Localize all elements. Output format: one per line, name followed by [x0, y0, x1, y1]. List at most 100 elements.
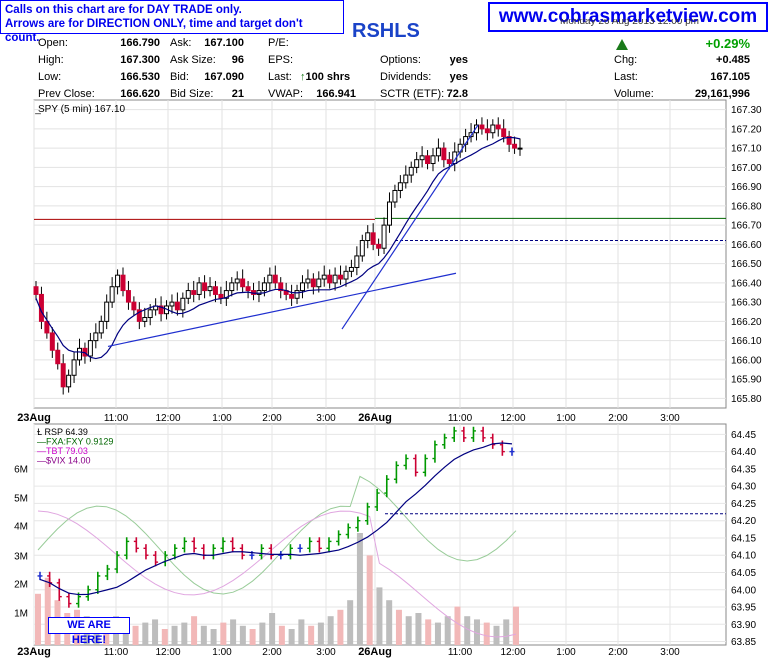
candle-body — [441, 147, 447, 161]
candle-body — [473, 124, 479, 134]
candle-body — [305, 278, 311, 284]
quote-label: P/E: — [268, 37, 289, 49]
volume-bar — [444, 616, 451, 645]
date-stamp: Monday 26 Aug 2013 12:00 pm — [560, 19, 699, 27]
quote-label: Chg: — [614, 54, 638, 66]
candle-body — [479, 124, 485, 130]
time-tick-label: 3:00 — [316, 413, 336, 424]
quote-label: Low: — [38, 71, 62, 83]
quote-label: Bid: — [170, 71, 189, 83]
time-tick-label: 26Aug — [358, 412, 392, 424]
volume-tick-label: 5M — [14, 494, 28, 505]
indicator-time-tick-label: 12:00 — [155, 647, 180, 658]
candle-body — [365, 232, 371, 242]
legend-entry: Ɫ RSP 64.39 — [36, 427, 88, 437]
candle-body — [44, 320, 50, 334]
candle-body — [512, 143, 518, 149]
candle-body — [278, 282, 284, 292]
candle-body — [354, 255, 360, 268]
quote-label: SCTR (ETF): — [380, 88, 445, 100]
indicator-time-tick-label: 12:00 — [500, 647, 525, 658]
quote-value: 166.941 — [316, 88, 356, 100]
volume-bar — [200, 625, 207, 645]
legend-entry: —$VIX 14.00 — [37, 456, 91, 466]
candle-body — [33, 286, 39, 295]
candle-body — [397, 182, 403, 191]
candle-body — [229, 282, 235, 292]
volume-bar — [366, 555, 373, 645]
candle-body — [484, 128, 490, 134]
time-tick-label: 11:00 — [448, 413, 473, 424]
volume-bar — [288, 629, 295, 645]
price-chart-title: ̲SPY (5 min) 167.10 — [35, 104, 126, 115]
candle-body — [256, 290, 262, 295]
candle-body — [517, 147, 523, 150]
legend-entry: —TBT 79.03 — [37, 446, 88, 456]
time-tick-label: 1:00 — [556, 413, 576, 424]
candle-body — [370, 232, 376, 245]
quote-label: Options: — [380, 54, 421, 66]
volume-bar — [259, 622, 266, 645]
time-tick-label: 11:00 — [104, 413, 129, 424]
volume-bar — [425, 619, 432, 645]
indicator-tick-label: 64.05 — [731, 568, 756, 579]
indicator-time-tick-label: 1:00 — [212, 647, 232, 658]
price-tick-label: 167.10 — [731, 144, 762, 155]
volume-bar — [317, 622, 324, 645]
candle-body — [506, 136, 512, 145]
candle-body — [212, 286, 218, 295]
volume-bar — [434, 622, 441, 645]
time-tick-label: 23Aug — [17, 412, 51, 424]
rsp-indicator-panel: 64.45 64.40 64.35 64.30 64.25 64.20 64.15 64.10… — [14, 423, 756, 658]
quote-label: Dividends: — [380, 71, 432, 83]
candle-body — [272, 274, 278, 284]
change-percent: +0.29% — [705, 36, 750, 51]
quote-value: 167.105 — [710, 71, 750, 83]
candle-body — [234, 278, 240, 284]
quote-value: 96 — [231, 54, 244, 66]
candle-body — [359, 240, 365, 257]
candle-body — [185, 290, 191, 299]
price-plot-frame — [33, 99, 727, 409]
quote-value: 21 — [231, 88, 244, 100]
volume-bar — [347, 600, 354, 645]
site-url-link[interactable]: www.cobrasmarketview.com — [488, 2, 768, 32]
volume-bar — [44, 577, 51, 645]
indicator-time-tick-label: 11:00 — [448, 647, 473, 658]
time-tick-label: 12:00 — [500, 413, 525, 424]
quote-value: 166.620 — [120, 88, 160, 100]
candle-body — [147, 309, 153, 319]
candle-body — [403, 174, 409, 184]
volume-bar — [386, 600, 393, 645]
candle-body — [386, 201, 392, 226]
quote-label: VWAP: — [268, 88, 304, 100]
volume-bar — [337, 609, 344, 645]
candle-body — [158, 305, 164, 315]
candle-body — [196, 282, 202, 295]
volume-bar — [161, 629, 168, 645]
quote-label: Open: — [38, 37, 68, 49]
volume-bar — [35, 593, 41, 645]
volume-bar — [249, 629, 256, 645]
volume-bar — [142, 622, 149, 645]
candle-body — [501, 128, 507, 138]
candle-body — [316, 278, 322, 288]
note-line-1: Calls on this chart are for DAY TRADE on… — [5, 4, 242, 16]
indicator-tick-label: 64.00 — [731, 585, 756, 596]
candle-body — [240, 278, 246, 288]
quote-value: yes — [449, 54, 468, 66]
candle-body — [289, 293, 295, 299]
time-tick-label: 2:00 — [262, 413, 282, 424]
indicator-tick-label: 64.15 — [731, 533, 756, 544]
volume-bar — [464, 616, 471, 645]
volume-bar — [298, 619, 305, 645]
candle-body — [93, 332, 99, 342]
indicator-tick-label: 63.85 — [731, 637, 756, 648]
indicator-tick-label: 64.25 — [731, 499, 756, 510]
volume-bar — [513, 606, 519, 645]
volume-bar — [493, 625, 500, 645]
candle-body — [495, 124, 501, 130]
up-arrow-icon: ↑ — [300, 71, 306, 83]
volume-bar — [395, 609, 402, 645]
price-tick-label: 166.90 — [731, 182, 762, 193]
